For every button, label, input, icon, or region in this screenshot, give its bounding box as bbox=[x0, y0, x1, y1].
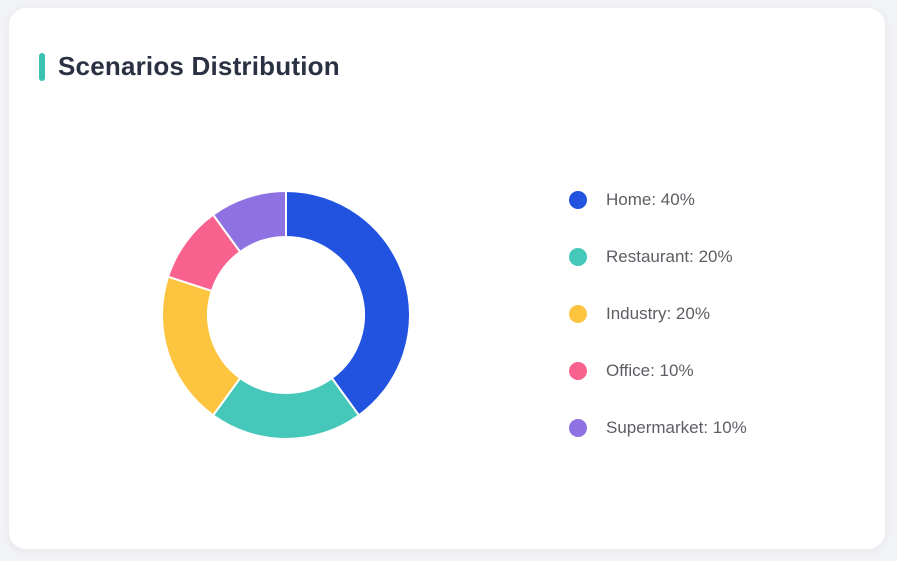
legend-label: Office: 10% bbox=[606, 361, 694, 380]
legend-dot-home bbox=[569, 191, 587, 209]
donut-slice-industry[interactable] bbox=[161, 275, 242, 417]
donut-chart bbox=[161, 190, 411, 440]
legend-item-home[interactable]: Home: 40% bbox=[569, 191, 747, 209]
legend-label: Home: 40% bbox=[606, 190, 695, 209]
donut-slice-home[interactable] bbox=[285, 190, 411, 417]
legend-dot-restaurant bbox=[569, 248, 587, 266]
legend-label: Supermarket: 10% bbox=[606, 418, 747, 437]
scenarios-distribution-card: Scenarios Distribution Home: 40% Restaura… bbox=[8, 7, 886, 550]
legend-label: Industry: 20% bbox=[606, 304, 710, 323]
chart-legend: Home: 40% Restaurant: 20% Industry: 20% Off… bbox=[569, 191, 747, 476]
legend-dot-supermarket bbox=[569, 419, 587, 437]
donut-slice-supermarket[interactable] bbox=[212, 190, 287, 253]
page-title: Scenarios Distribution bbox=[58, 51, 340, 81]
donut-chart-container bbox=[161, 190, 411, 440]
card-header: Scenarios Distribution bbox=[39, 51, 340, 82]
legend-item-restaurant[interactable]: Restaurant: 20% bbox=[569, 248, 747, 266]
legend-dot-industry bbox=[569, 305, 587, 323]
legend-item-industry[interactable]: Industry: 20% bbox=[569, 305, 747, 323]
donut-slice-restaurant[interactable] bbox=[212, 377, 360, 440]
legend-label: Restaurant: 20% bbox=[606, 247, 733, 266]
legend-item-office[interactable]: Office: 10% bbox=[569, 362, 747, 380]
title-accent-bar bbox=[39, 52, 45, 81]
legend-item-supermarket[interactable]: Supermarket: 10% bbox=[569, 419, 747, 437]
legend-dot-office bbox=[569, 362, 587, 380]
